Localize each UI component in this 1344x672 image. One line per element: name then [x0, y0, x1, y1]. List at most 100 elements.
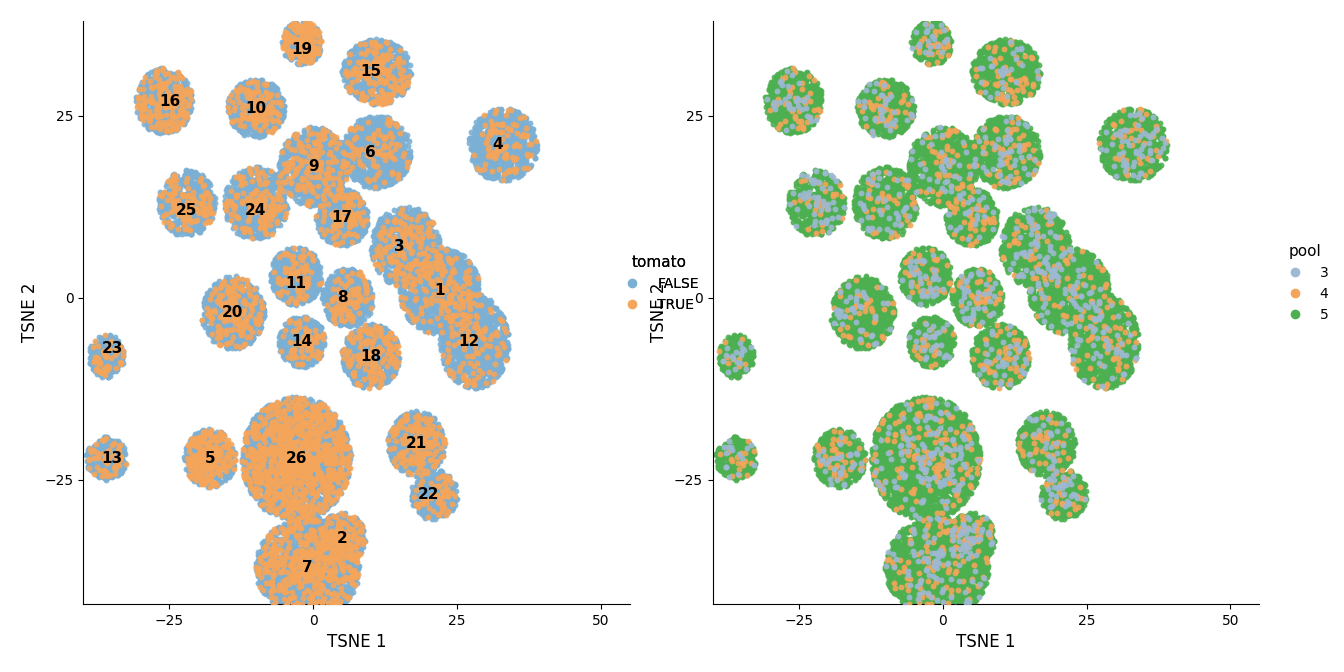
Point — [415, 468, 437, 478]
Point — [340, 535, 362, 546]
Point — [731, 338, 753, 349]
Point — [270, 95, 292, 106]
Point — [1110, 124, 1132, 134]
Point — [347, 220, 368, 231]
Point — [823, 209, 844, 220]
Point — [216, 446, 238, 457]
Point — [810, 224, 832, 235]
Point — [234, 460, 255, 470]
Point — [271, 503, 293, 514]
Point — [384, 136, 406, 147]
Point — [274, 561, 296, 572]
Point — [933, 541, 954, 552]
Point — [284, 168, 305, 179]
Point — [879, 324, 900, 335]
Point — [308, 187, 329, 198]
Point — [1056, 317, 1078, 327]
Point — [880, 188, 902, 199]
Point — [981, 279, 1003, 290]
Point — [403, 268, 425, 279]
Point — [984, 87, 1005, 98]
Point — [989, 173, 1011, 184]
Point — [458, 282, 480, 293]
Point — [906, 341, 927, 351]
Point — [953, 294, 974, 304]
Point — [243, 298, 265, 308]
Point — [203, 286, 224, 297]
Point — [910, 466, 931, 476]
Point — [339, 218, 360, 228]
Point — [1038, 294, 1059, 304]
Point — [423, 251, 445, 261]
Point — [905, 471, 926, 482]
Point — [476, 339, 497, 350]
Point — [341, 154, 363, 165]
Point — [421, 325, 442, 335]
Point — [960, 539, 981, 550]
Point — [818, 431, 840, 442]
Point — [1052, 476, 1074, 487]
Point — [329, 288, 351, 299]
Point — [394, 237, 415, 248]
Point — [1051, 247, 1073, 257]
Point — [1060, 482, 1082, 493]
Point — [292, 546, 313, 556]
Point — [943, 480, 965, 491]
Point — [1007, 141, 1028, 152]
Point — [426, 500, 448, 511]
Point — [290, 611, 312, 622]
Point — [1030, 227, 1051, 238]
Point — [942, 294, 964, 304]
Point — [237, 101, 258, 112]
Point — [382, 88, 403, 99]
Point — [895, 474, 917, 485]
Point — [792, 76, 813, 87]
Point — [270, 449, 292, 460]
Point — [831, 435, 852, 446]
Point — [894, 284, 915, 295]
Point — [1070, 493, 1091, 504]
Point — [254, 478, 276, 489]
Point — [328, 298, 349, 308]
Point — [763, 111, 785, 122]
Point — [370, 337, 391, 348]
Point — [1021, 429, 1043, 439]
Point — [917, 562, 938, 573]
Point — [814, 429, 836, 439]
Point — [976, 536, 997, 546]
Point — [946, 601, 968, 612]
Point — [798, 81, 820, 92]
Point — [310, 525, 332, 536]
Point — [285, 136, 306, 146]
Point — [978, 217, 1000, 228]
Point — [336, 337, 358, 348]
Point — [421, 492, 442, 503]
Point — [728, 461, 750, 472]
Point — [1083, 314, 1105, 325]
Point — [521, 142, 543, 153]
Point — [804, 215, 825, 226]
Point — [306, 177, 328, 187]
Point — [1117, 314, 1138, 325]
Point — [317, 295, 339, 306]
Point — [950, 427, 972, 438]
Point — [867, 180, 888, 191]
Point — [417, 241, 438, 252]
Point — [298, 53, 320, 64]
Point — [856, 314, 878, 325]
Point — [251, 560, 273, 571]
Point — [309, 582, 331, 593]
Point — [857, 296, 879, 307]
Point — [964, 538, 985, 549]
Point — [391, 62, 413, 73]
Point — [332, 544, 353, 554]
Point — [388, 278, 410, 289]
Point — [249, 220, 270, 231]
Point — [345, 548, 367, 558]
Point — [872, 212, 894, 222]
Point — [341, 267, 363, 278]
Point — [1082, 281, 1103, 292]
Point — [982, 307, 1004, 318]
Point — [278, 533, 300, 544]
Point — [241, 204, 262, 214]
